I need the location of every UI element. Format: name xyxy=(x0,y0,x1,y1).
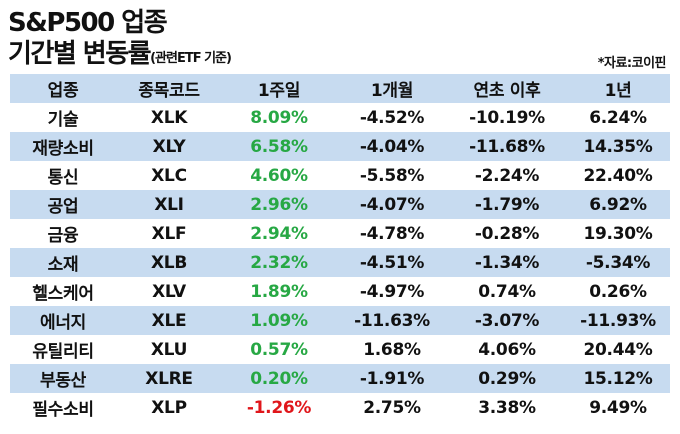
cell-1month: -4.78% xyxy=(359,223,425,244)
table-row: 부동산 XLRE 0.20% -1.91% 0.29% 15.12% xyxy=(10,364,670,393)
cell-1week: 4.60% xyxy=(250,165,308,186)
source-note: *자료:코이핀 xyxy=(597,56,667,71)
cell-1week: 1.89% xyxy=(250,281,308,302)
cell-1week: 2.94% xyxy=(250,223,308,244)
cell-ytd: 0.29% xyxy=(478,368,536,389)
cell-ticker: XLB xyxy=(151,252,187,273)
cell-1week: 0.20% xyxy=(250,368,308,389)
cell-ytd: -1.34% xyxy=(474,252,540,273)
chart-subtitle-note: (관련ETF 기준) xyxy=(150,51,232,66)
cell-1month: -4.51% xyxy=(359,252,425,273)
chart-title: S&P500 업종 xyxy=(8,8,168,38)
cell-1week: 8.09% xyxy=(250,107,308,128)
cell-1month: -4.52% xyxy=(359,107,425,128)
cell-ytd: -11.68% xyxy=(469,136,545,157)
cell-1month: -4.07% xyxy=(359,194,425,215)
cell-1year: 22.40% xyxy=(583,165,653,186)
cell-1year: 15.12% xyxy=(583,368,653,389)
table-row: 공업 XLI 2.96% -4.07% -1.79% 6.92% xyxy=(10,190,670,219)
cell-1year: 6.92% xyxy=(589,194,647,215)
cell-sector: 통신 xyxy=(47,168,79,188)
header-1month: 1개월 xyxy=(370,81,414,101)
cell-ytd: 4.06% xyxy=(478,339,536,360)
header-1week: 1주일 xyxy=(257,81,301,101)
cell-ticker: XLP xyxy=(151,397,187,418)
cell-1week: 0.57% xyxy=(250,339,308,360)
sector-returns-table: 업종 종목코드 1주일 1개월 연초 이후 1년 기술 XLK 8.09% -4.52… xyxy=(10,74,670,422)
cell-ticker: XLC xyxy=(151,165,187,186)
cell-sector: 기술 xyxy=(47,110,79,130)
cell-ytd: 3.38% xyxy=(478,397,536,418)
table-row: 유틸리티 XLU 0.57% 1.68% 4.06% 20.44% xyxy=(10,335,670,364)
cell-1year: 6.24% xyxy=(589,107,647,128)
table-header-row: 업종 종목코드 1주일 1개월 연초 이후 1년 xyxy=(10,74,670,103)
cell-sector: 에너지 xyxy=(39,313,87,333)
table-row: 헬스케어 XLV 1.89% -4.97% 0.74% 0.26% xyxy=(10,277,670,306)
cell-1month: -4.97% xyxy=(359,281,425,302)
header-ticker: 종목코드 xyxy=(138,81,200,101)
cell-1week: 2.32% xyxy=(250,252,308,273)
cell-1year: 9.49% xyxy=(589,397,647,418)
cell-1month: -4.04% xyxy=(359,136,425,157)
cell-1year: -5.34% xyxy=(585,252,651,273)
cell-sector: 재량소비 xyxy=(32,139,94,159)
cell-ticker: XLK xyxy=(150,107,188,128)
cell-ytd: -0.28% xyxy=(474,223,540,244)
cell-1year: 0.26% xyxy=(589,281,647,302)
chart-subtitle: 기간별 변동률(관련ETF 기준) xyxy=(8,33,232,70)
cell-1week: 2.96% xyxy=(250,194,308,215)
cell-sector: 필수소비 xyxy=(32,400,94,420)
cell-1month: -5.58% xyxy=(359,165,425,186)
cell-ytd: 0.74% xyxy=(478,281,536,302)
chart-subtitle-main: 기간별 변동률 xyxy=(8,39,152,69)
cell-1year: 14.35% xyxy=(583,136,653,157)
cell-1week: -1.26% xyxy=(246,397,312,418)
table-body: 기술 XLK 8.09% -4.52% -10.19% 6.24% 재량소비 XLY 6.58%… xyxy=(10,103,670,422)
cell-1week: 1.09% xyxy=(250,310,308,331)
table-row: 통신 XLC 4.60% -5.58% -2.24% 22.40% xyxy=(10,161,670,190)
header-ytd: 연초 이후 xyxy=(473,81,541,101)
cell-ticker: XLE xyxy=(151,310,187,331)
table-row: 금융 XLF 2.94% -4.78% -0.28% 19.30% xyxy=(10,219,670,248)
table-row: 에너지 XLE 1.09% -11.63% -3.07% -11.93% xyxy=(10,306,670,335)
cell-sector: 부동산 xyxy=(39,371,87,391)
header-sector: 업종 xyxy=(47,81,79,101)
cell-1week: 6.58% xyxy=(250,136,308,157)
cell-ticker: XLU xyxy=(150,339,188,360)
table-row: 기술 XLK 8.09% -4.52% -10.19% 6.24% xyxy=(10,103,670,132)
cell-ytd: -10.19% xyxy=(469,107,545,128)
cell-1year: -11.93% xyxy=(580,310,656,331)
cell-1year: 19.30% xyxy=(583,223,653,244)
cell-ytd: -1.79% xyxy=(474,194,540,215)
cell-ticker: XLF xyxy=(151,223,187,244)
cell-ticker: XLY xyxy=(152,136,186,157)
cell-1month: 1.68% xyxy=(363,339,421,360)
cell-ticker: XLV xyxy=(152,281,186,302)
cell-sector: 소재 xyxy=(47,255,79,275)
cell-sector: 금융 xyxy=(47,226,79,246)
cell-1month: -11.63% xyxy=(354,310,430,331)
table-row: 필수소비 XLP -1.26% 2.75% 3.38% 9.49% xyxy=(10,393,670,422)
cell-sector: 공업 xyxy=(47,197,79,217)
cell-ticker: XLI xyxy=(154,194,184,215)
cell-1month: -1.91% xyxy=(359,368,425,389)
cell-ticker: XLRE xyxy=(145,368,193,389)
cell-1month: 2.75% xyxy=(363,397,421,418)
cell-ytd: -3.07% xyxy=(474,310,540,331)
cell-ytd: -2.24% xyxy=(474,165,540,186)
cell-sector: 헬스케어 xyxy=(32,284,94,304)
cell-sector: 유틸리티 xyxy=(32,342,94,362)
header-1year: 1년 xyxy=(604,81,632,101)
cell-1year: 20.44% xyxy=(583,339,653,360)
table-row: 재량소비 XLY 6.58% -4.04% -11.68% 14.35% xyxy=(10,132,670,161)
table-row: 소재 XLB 2.32% -4.51% -1.34% -5.34% xyxy=(10,248,670,277)
